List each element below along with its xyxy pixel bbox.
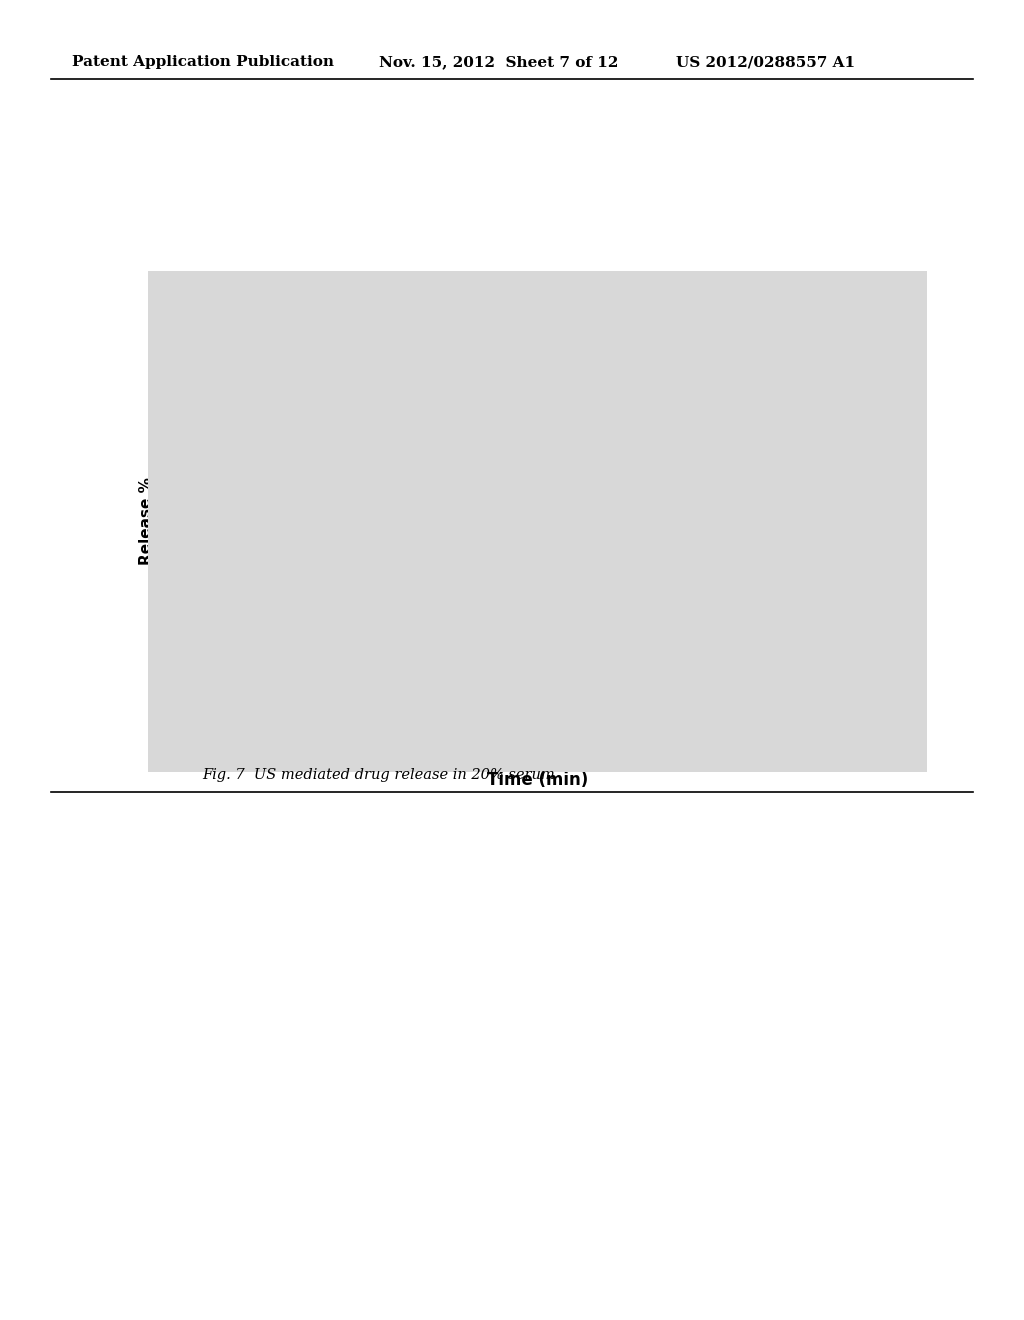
Text: US 2012/0288557 A1: US 2012/0288557 A1 [676,55,855,70]
X-axis label: Time (min): Time (min) [487,771,588,788]
Y-axis label: Release %: Release % [139,478,154,565]
Text: Nov. 15, 2012  Sheet 7 of 12: Nov. 15, 2012 Sheet 7 of 12 [379,55,618,70]
Text: Patent Application Publication: Patent Application Publication [72,55,334,70]
Text: Fig. 7  US mediated drug release in 20% serum: Fig. 7 US mediated drug release in 20% s… [203,768,555,783]
Legend: 2nd Gen (EPI1-6D), Caelyx® liposomes: 2nd Gen (EPI1-6D), Caelyx® liposomes [203,308,389,354]
